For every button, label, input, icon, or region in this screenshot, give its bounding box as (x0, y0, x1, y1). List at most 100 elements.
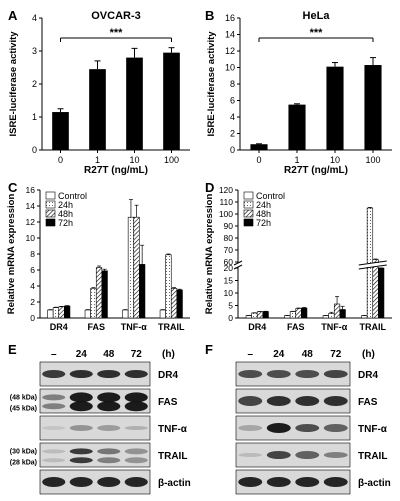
y-tick-label: 10 (225, 63, 235, 73)
axis-break-mark (233, 264, 243, 270)
blot-row-label: TNF-α (358, 424, 388, 435)
bar (251, 312, 258, 319)
protein-band (124, 426, 148, 430)
lane-label: 48 (103, 349, 115, 360)
x-tick-label: 1 (294, 155, 299, 165)
y-tick-label: 12 (225, 46, 235, 56)
legend-swatch (243, 209, 254, 218)
y-tick-label: 3 (32, 46, 37, 56)
protein-band (124, 457, 148, 464)
protein-band (266, 370, 291, 378)
legend-swatch (243, 200, 254, 209)
blot-strip (39, 415, 151, 441)
bar (364, 65, 382, 150)
blot-row-label: FAS (158, 397, 178, 408)
y-tick-label: 60 (224, 257, 234, 267)
protein-band (238, 477, 263, 487)
x-tick-label: FAS (87, 322, 105, 332)
bar (333, 303, 341, 319)
bar (133, 216, 140, 319)
protein-band (323, 452, 348, 458)
chart-title: HeLa (303, 10, 331, 22)
y-tick-label: 6 (230, 96, 235, 106)
y-tick-label: 110 (219, 197, 233, 207)
y-tick-label: 10 (224, 288, 234, 298)
legend-label: 72h (256, 218, 271, 228)
y-tick-label: 14 (225, 30, 235, 40)
legend-swatch (243, 218, 254, 227)
legend-label: 48h (256, 209, 271, 219)
protein-band (69, 457, 93, 464)
protein-band (295, 477, 320, 487)
legend-swatch (45, 200, 56, 209)
bar (262, 311, 269, 319)
molecular-weight-marker: (45 kDa) (10, 406, 37, 413)
bar (84, 309, 91, 319)
legend-label: Control (58, 191, 87, 201)
legend-swatch (45, 209, 56, 218)
y-tick-label: 4 (30, 281, 35, 291)
protein-band (97, 477, 121, 487)
bar (284, 315, 291, 319)
y-tick-label: 0 (30, 313, 35, 323)
protein-band (295, 370, 320, 378)
protein-band (97, 401, 121, 412)
bar (64, 305, 71, 319)
protein-band (266, 396, 291, 406)
protein-band (295, 451, 320, 459)
panel-c: C 0 2 4 6 8 10 12 14 16 DR4 FAS TNF-α TRAIL Relative m… (6, 180, 190, 332)
protein-band (97, 448, 121, 455)
protein-band (97, 392, 121, 403)
lane-label: – (51, 349, 57, 360)
y-tick-label: 15 (224, 276, 234, 286)
protein-band (295, 424, 320, 432)
bar (250, 144, 268, 150)
significance-label: *** (110, 27, 124, 39)
blot-row-label: TRAIL (358, 451, 387, 462)
bar (90, 288, 97, 319)
y-tick-label: 4 (32, 13, 37, 23)
panel-letter: C (8, 180, 18, 195)
bar (245, 315, 252, 319)
blot-row-label: β-actin (358, 478, 391, 489)
panel-e: E – 24 48 72 (h) DR4 FAS (48 kDa) (45 kDa) TNF-α TR… (8, 342, 191, 495)
bar (289, 311, 297, 319)
y-tick-label: 10 (26, 233, 36, 243)
time-unit-label: (h) (162, 349, 175, 360)
axis-break-mark (358, 260, 387, 266)
bar (101, 270, 108, 319)
bar (378, 267, 385, 319)
protein-band (69, 448, 93, 455)
protein-band (266, 423, 291, 433)
protein-band (323, 477, 348, 487)
bar (89, 69, 106, 150)
x-axis-label: R27T (ng/mL) (84, 165, 148, 176)
bar (256, 311, 264, 319)
legend-label: 72h (58, 218, 73, 228)
y-tick-label: 0 (230, 145, 235, 155)
x-tick-label: TNF-α (121, 322, 147, 332)
protein-band (69, 370, 93, 378)
protein-band (124, 477, 148, 487)
protein-band (42, 426, 66, 430)
legend-swatch (45, 218, 56, 227)
bar (52, 112, 69, 150)
panel-a: A OVCAR-3 0 1 2 3 4 0 1 10 100 R27T (ng/mL) ISRE-luc… (8, 8, 190, 176)
axis-break-mark (233, 260, 243, 266)
y-tick-label: 0 (32, 145, 37, 155)
protein-band (42, 477, 66, 487)
bar (47, 309, 54, 319)
chart-title: OVCAR-3 (91, 10, 141, 22)
bar (165, 254, 172, 319)
protein-band (42, 370, 66, 378)
panel-letter: B (205, 8, 214, 23)
legend-swatch (45, 191, 56, 200)
y-tick-label: 8 (30, 249, 35, 259)
bar (159, 309, 166, 319)
bar (295, 308, 302, 319)
bar (328, 313, 335, 319)
bar (95, 267, 103, 319)
protein-band (124, 401, 148, 412)
